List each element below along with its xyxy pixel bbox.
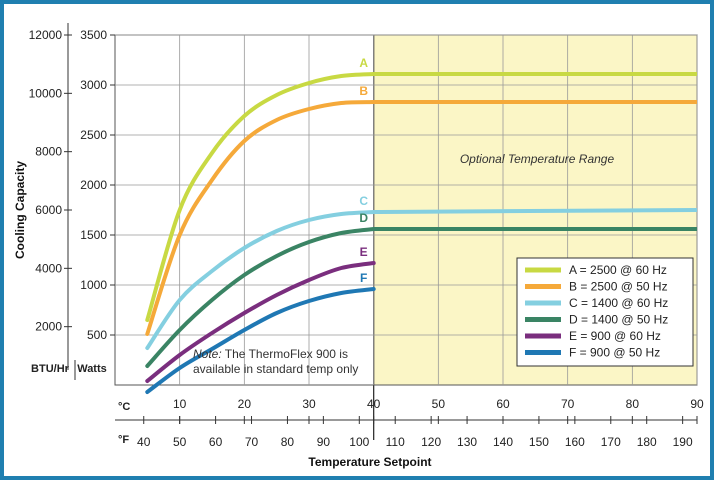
x-tick-label-fahrenheit: 50 [173,435,187,449]
y-tick-label-watts: 500 [87,328,107,342]
series-line-c-curve [145,210,376,350]
note-line-1: The ThermoFlex 900 is [222,347,348,361]
x-tick-label-fahrenheit: 180 [637,435,657,449]
btu-unit-label: BTU/Hr [31,363,70,375]
x-tick-label-celsius: 20 [238,397,252,411]
availability-note: Note: The ThermoFlex 900 is [193,347,348,361]
legend-label-d: D = 1400 @ 50 Hz [569,313,668,327]
y-tick-label-btu: 8000 [35,145,62,159]
x-tick-label-fahrenheit: 110 [386,435,405,449]
y-tick-label-btu: 6000 [35,203,62,217]
series-label-f: F [360,271,367,285]
y-tick-label-btu: 4000 [35,261,62,275]
watts-unit-label: Watts [77,363,107,375]
x-tick-label-celsius: 80 [626,397,640,411]
y-tick-label-watts: 2000 [80,178,107,192]
x-tick-label-fahrenheit: 100 [349,435,369,449]
legend-box [516,257,694,367]
x-tick-label-celsius: 40 [367,397,381,411]
x-tick-label-celsius: 70 [561,397,575,411]
legend-label-c: C = 1400 @ 60 Hz [569,296,668,310]
legend-label-f: F = 900 @ 50 Hz [569,346,660,360]
x-tick-label-fahrenheit: 170 [601,435,621,449]
x-tick-label-fahrenheit: 70 [245,435,259,449]
series-line-f-curve [145,287,376,394]
legend-label-a: A = 2500 @ 60 Hz [569,263,667,277]
x-tick-label-fahrenheit: 190 [673,435,693,449]
x-tick-label-celsius: 60 [496,397,510,411]
x-tick-label-celsius: 90 [690,397,704,411]
series-label-a: A [359,56,368,70]
note-line-2: available in standard temp only [193,362,358,376]
optional-range-label: Optional Temperature Range [460,152,615,166]
x-tick-label-fahrenheit: 60 [209,435,223,449]
x-axis-title: Temperature Setpoint [308,455,431,469]
series-label-e: E [360,245,368,259]
legend-label-b: B = 2500 @ 50 Hz [569,280,668,294]
series-line-d-curve [145,227,376,368]
y-tick-label-watts: 3500 [80,28,107,42]
x-tick-label-fahrenheit: 160 [565,435,585,449]
y-axis-title: Cooling Capacity [13,161,27,259]
x-tick-label-fahrenheit: 40 [137,435,151,449]
series-label-c: C [359,194,368,208]
note-prefix: Note: [193,347,222,361]
x-tick-label-fahrenheit: 120 [421,435,441,449]
x-tick-label-celsius: 50 [432,397,446,411]
x-tick-label-fahrenheit: 150 [529,435,549,449]
series-line-c-extension [373,208,698,214]
series-label-b: B [359,84,368,98]
y-tick-label-watts: 1500 [80,228,107,242]
x-tick-label-celsius: 10 [173,397,187,411]
celsius-unit-label: °C [118,401,130,413]
series-line-a-curve [145,72,376,322]
series-line-e-curve [145,261,376,383]
y-tick-label-watts: 3000 [80,78,107,92]
y-tick-label-watts: 2500 [80,128,107,142]
fahrenheit-unit-label: °F [118,434,129,446]
y-tick-label-btu: 10000 [29,86,63,100]
y-tick-label-btu: 2000 [35,320,62,334]
x-tick-label-fahrenheit: 140 [493,435,513,449]
legend-label-e: E = 900 @ 60 Hz [569,329,661,343]
x-tick-label-fahrenheit: 90 [317,435,331,449]
y-tick-label-watts: 1000 [80,278,107,292]
series-label-d: D [359,211,368,225]
y-tick-label-btu: 12000 [29,28,63,42]
series-line-b-curve [145,100,376,336]
x-tick-label-celsius: 30 [302,397,316,411]
x-tick-label-fahrenheit: 130 [457,435,477,449]
x-tick-label-fahrenheit: 80 [281,435,295,449]
